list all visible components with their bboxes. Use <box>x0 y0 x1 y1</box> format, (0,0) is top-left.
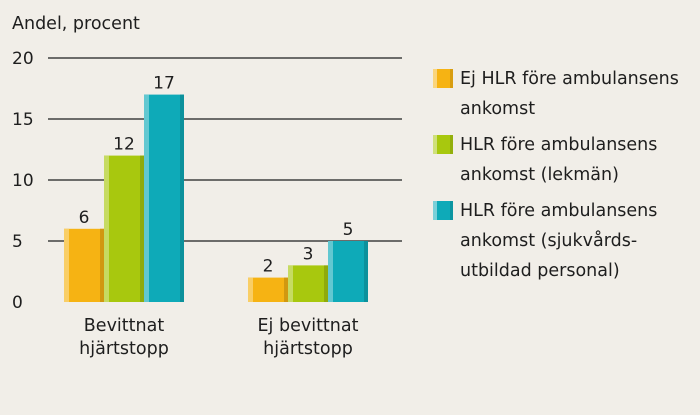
x-tick-label: Bevittnat hjärtstopp <box>79 316 169 359</box>
value-labels: 6 12 17 2 3 5 <box>79 74 354 277</box>
bars <box>64 94 368 302</box>
value-label: 3 <box>303 244 314 264</box>
gridlines <box>48 57 402 242</box>
bar <box>288 265 328 302</box>
value-label: 12 <box>113 135 135 155</box>
legend-item: HLR före ambulansens ankomst (sjukvårds-… <box>433 196 695 286</box>
bar <box>64 228 104 302</box>
y-tick-label: 20 <box>12 49 34 69</box>
legend-item: Ej HLR före ambulansens ankomst <box>433 64 695 124</box>
y-tick-label: 5 <box>12 232 23 252</box>
value-label: 5 <box>343 220 354 240</box>
value-label: 6 <box>79 208 90 228</box>
legend-swatch <box>433 135 453 154</box>
legend: Ej HLR före ambulansens ankomst HLR före … <box>433 64 695 292</box>
bar <box>144 94 184 302</box>
legend-label: Ej HLR före ambulansens ankomst <box>460 69 679 119</box>
legend-swatch <box>433 201 453 220</box>
value-label: 17 <box>153 74 175 94</box>
y-axis-ticks: 0 5 10 15 20 <box>12 49 34 313</box>
y-tick-label: 15 <box>12 110 34 130</box>
y-tick-label: 10 <box>12 171 34 191</box>
bar <box>328 241 368 302</box>
legend-label: HLR före ambulansens ankomst (lekmän) <box>460 135 658 185</box>
legend-swatch <box>433 69 453 88</box>
y-tick-label: 0 <box>12 293 23 313</box>
x-axis-ticks: Bevittnat hjärtstopp Ej bevittnat hjärtstop… <box>79 316 358 359</box>
y-axis-label: Andel, procent <box>12 14 140 34</box>
bar <box>104 155 144 302</box>
x-tick-label: Ej bevittnat hjärtstopp <box>258 316 359 359</box>
bar <box>248 277 288 302</box>
legend-item: HLR före ambulansens ankomst (lekmän) <box>433 130 695 190</box>
value-label: 2 <box>263 257 274 277</box>
legend-label: HLR före ambulansens ankomst (sjukvårds-… <box>460 201 658 281</box>
